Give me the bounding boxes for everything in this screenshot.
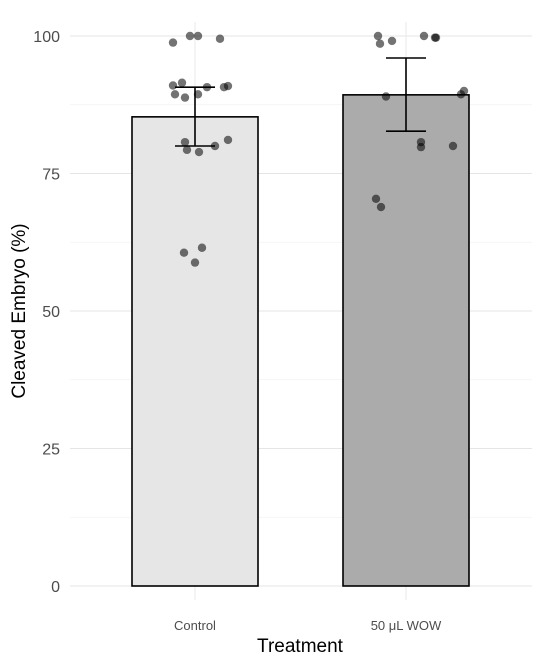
data-point — [459, 86, 469, 96]
data-points — [168, 31, 469, 267]
x-tick-label: 50 μL WOW — [371, 618, 442, 633]
data-point — [190, 258, 200, 267]
data-point — [182, 145, 192, 155]
data-point — [202, 82, 212, 92]
y-axis-title: Cleaved Embryo (%) — [9, 223, 30, 398]
data-point — [168, 81, 178, 90]
data-point — [223, 135, 233, 145]
bar — [342, 94, 470, 587]
data-point — [375, 39, 385, 48]
bars — [131, 94, 470, 587]
data-point — [194, 147, 204, 157]
data-point — [179, 248, 189, 257]
data-point — [416, 142, 426, 152]
data-point — [168, 38, 178, 47]
data-point — [170, 90, 180, 99]
x-axis-title: Treatment — [257, 636, 344, 657]
data-point — [185, 31, 195, 41]
data-point — [197, 243, 207, 252]
x-tick-label: Control — [174, 618, 216, 633]
y-tick-label: 50 — [42, 304, 60, 321]
data-point — [223, 81, 233, 91]
data-point — [180, 137, 190, 147]
y-tick-label: 0 — [51, 579, 60, 596]
data-point — [210, 141, 220, 151]
data-point — [376, 202, 386, 212]
data-point — [371, 194, 381, 203]
y-tick-labels: 0 25 50 75 100 — [33, 29, 60, 596]
data-point — [373, 31, 383, 41]
data-point — [431, 33, 441, 42]
data-point — [387, 36, 397, 46]
data-point — [419, 31, 429, 41]
data-point — [193, 31, 203, 41]
data-point — [193, 90, 203, 99]
data-point — [448, 141, 458, 151]
y-tick-label: 25 — [42, 442, 60, 459]
data-point — [381, 92, 391, 101]
y-tick-label: 75 — [42, 167, 60, 184]
data-point — [180, 93, 190, 102]
data-point — [177, 78, 187, 87]
data-point — [215, 34, 225, 43]
x-tick-labels: Control 50 μL WOW — [174, 618, 442, 633]
bar — [131, 116, 259, 587]
y-tick-label: 100 — [33, 29, 60, 46]
